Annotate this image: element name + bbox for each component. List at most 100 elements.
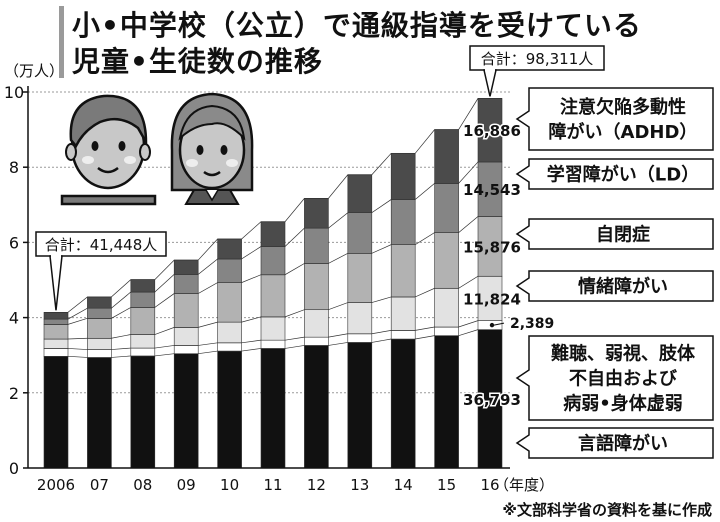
legend-box-nanchou [515, 335, 714, 421]
bar-adhd-12 [304, 198, 329, 229]
total-callout-first-pointer [49, 255, 63, 311]
bar-adhd-08 [130, 279, 156, 293]
value-label-jiheishou: 15,876 [463, 238, 521, 256]
bar-jiheishou-12 [304, 263, 329, 311]
value-label-gakushuu: 14,543 [463, 181, 521, 199]
bar-gengo-10 [217, 350, 242, 469]
bar-nanchou-12 [304, 336, 329, 346]
bar-gengo-07 [87, 357, 112, 469]
legend-label-jiheishou-1: 自閉症 [596, 223, 650, 245]
legend-label-jouchou-1: 情緒障がい [578, 275, 668, 297]
x-tick-label-2006: 2006 [37, 476, 75, 494]
connector-adhd [44, 98, 502, 313]
bar-jouchou-2006 [43, 338, 69, 349]
bar-adhd-2006 [43, 312, 69, 320]
bar-adhd-15 [434, 129, 459, 184]
bar-jouchou-14 [390, 296, 416, 331]
series-gengo [43, 329, 503, 469]
total-callout-first-box [35, 231, 167, 257]
boy-icon [60, 94, 157, 206]
bar-gakushuu-07 [87, 307, 112, 319]
bar-gakushuu-2006 [43, 318, 69, 325]
legend-label-gakushuu-1: 学習障がい（LD） [547, 163, 699, 185]
bar-adhd-09 [173, 259, 199, 275]
legend-label-gengo-1: 言語障がい [578, 432, 668, 454]
x-tick-label-16: 16 [480, 476, 499, 494]
bar-gakushuu-09 [173, 274, 199, 294]
bar-nanchou-15 [434, 326, 459, 336]
bar-jouchou-12 [304, 309, 329, 338]
value-label-adhd: 16,886 [463, 122, 521, 140]
legend-label-adhd-1: 注意欠陥多動性 [560, 96, 686, 118]
total-callout-last-label: 合計：98,311人 [481, 50, 594, 68]
bar-gengo-14 [390, 338, 416, 469]
bar-adhd-11 [260, 221, 286, 247]
total-callout-last: 合計：98,311人 [469, 45, 605, 97]
x-tick-label-13: 13 [350, 476, 369, 494]
x-tick-label-09: 09 [177, 476, 196, 494]
bar-jiheishou-2006 [43, 324, 69, 340]
title-bar: 小•中学校（公立）で通級指導を受けている 児童•生徒数の推移 [0, 0, 720, 84]
value-leader-nanchou [493, 322, 505, 326]
bar-gakushuu-08 [130, 291, 156, 308]
y-tick-label-2: 2 [9, 384, 19, 403]
bar-jiheishou-14 [390, 244, 416, 298]
bar-gengo-12 [304, 345, 329, 469]
legend-label-nanchou-3: 病弱•身体虚弱 [563, 392, 683, 414]
bar-adhd-07 [87, 296, 112, 309]
total-callout-first: 合計：41,448人 [35, 231, 167, 311]
axes-layer: 0 2 4 6 8 10 2006 07 08 09 10 11 12 13 14 15 16（年度） [4, 83, 554, 494]
annotation-layer: 16,886 14,543 15,876 11,824 2,389 36,793 合計：41… [35, 45, 605, 410]
bar-jouchou-10 [217, 321, 242, 344]
bar-nanchou-10 [217, 342, 242, 352]
x-tick-label-11: 11 [263, 476, 282, 494]
bar-gengo-09 [173, 353, 199, 469]
x-tick-label-12: 12 [307, 476, 326, 494]
legend-item-gakushuu: 学習障がい（LD） [515, 158, 714, 190]
bar-gengo-11 [260, 348, 286, 469]
series-adhd [43, 98, 503, 320]
legend-box-adhd [515, 87, 714, 151]
y-tick-label-0: 0 [9, 459, 19, 478]
bar-gakushuu-13 [347, 212, 373, 254]
x-tick-label-08: 08 [133, 476, 152, 494]
bar-jiheishou-07 [87, 318, 112, 339]
chart-title-line-2: 児童•生徒数の推移 [72, 45, 323, 78]
total-callout-first-label: 合計：41,448人 [45, 236, 158, 254]
bar-gakushuu-15 [434, 183, 459, 233]
bar-nanchou-13 [347, 333, 373, 343]
chart-title-line-1: 小•中学校（公立）で通級指導を受けている [72, 9, 642, 42]
bar-gengo-13 [347, 342, 373, 469]
value-label-nanchou: 2,389 [510, 316, 554, 332]
bar-jouchou-09 [173, 327, 199, 346]
series-jiheishou [43, 216, 503, 340]
legend-item-jiheishou: 自閉症 [515, 218, 714, 250]
bar-nanchou-2006 [43, 348, 69, 357]
series-gakushuu [43, 161, 503, 325]
legend-item-gengo: 言語障がい [515, 427, 714, 459]
bar-jiheishou-15 [434, 232, 459, 289]
legend-label-nanchou-1: 難聴、弱視、肢体 [551, 342, 696, 364]
legend-box-jiheishou [515, 218, 714, 250]
bar-adhd-16 [477, 98, 503, 163]
bar-jiheishou-09 [173, 293, 199, 328]
value-label-jouchou: 11,824 [463, 290, 521, 308]
x-tick-label-10: 10 [220, 476, 239, 494]
bar-adhd-14 [390, 152, 416, 200]
bars-layer [43, 98, 503, 469]
bar-nanchou-14 [390, 330, 416, 340]
bar-jiheishou-16 [477, 216, 503, 277]
girl-icon [170, 92, 254, 205]
legend-box-jouchou [515, 270, 714, 302]
value-dot-nanchou [489, 322, 495, 328]
bar-jouchou-13 [347, 302, 373, 335]
bar-jouchou-15 [434, 287, 459, 328]
bar-nanchou-11 [260, 339, 286, 349]
bar-jouchou-08 [130, 334, 156, 349]
title-accent-bar [59, 6, 64, 78]
legend-box-gakushuu [515, 158, 714, 190]
bar-nanchou-09 [173, 345, 199, 354]
